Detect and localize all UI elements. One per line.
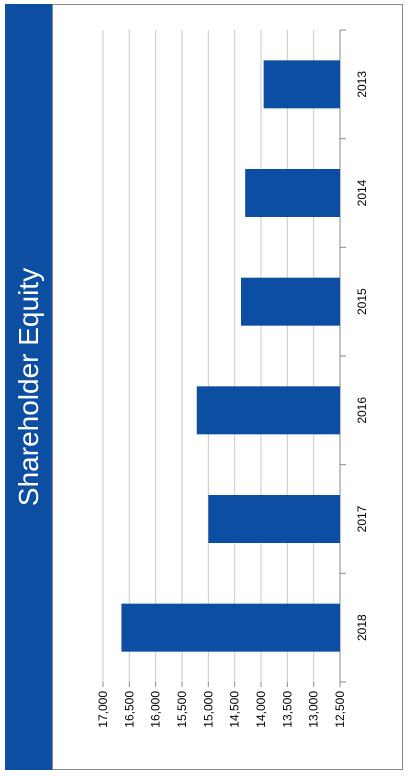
y-tick-label: 14,500 — [228, 691, 242, 728]
y-tick-label: 15,000 — [201, 691, 215, 728]
x-tick-label: 2018 — [355, 614, 369, 641]
y-tick-label: 14,000 — [254, 691, 268, 728]
bar — [240, 277, 340, 326]
y-tick-label: 16,000 — [149, 691, 163, 728]
y-tick-label: 12,500 — [333, 691, 347, 728]
chart-title: Shareholder Equity — [13, 268, 44, 506]
title-band — [5, 4, 52, 770]
bar — [121, 603, 340, 652]
y-tick-label: 13,500 — [280, 691, 294, 728]
bar — [196, 386, 340, 435]
y-tick-label: 15,500 — [175, 691, 189, 728]
x-tick-label: 2015 — [355, 288, 369, 315]
y-tick-label: 17,000 — [96, 691, 110, 728]
bar — [263, 60, 340, 109]
x-tick-label: 2013 — [355, 71, 369, 98]
chart-border — [52, 4, 403, 770]
x-tick-label: 2014 — [355, 179, 369, 206]
y-tick-label: 13,000 — [307, 691, 321, 728]
bar — [208, 495, 340, 543]
bar — [245, 169, 340, 217]
x-tick-label: 2016 — [355, 397, 369, 424]
y-tick-label: 16,500 — [122, 691, 136, 728]
x-tick-label: 2017 — [355, 505, 369, 532]
